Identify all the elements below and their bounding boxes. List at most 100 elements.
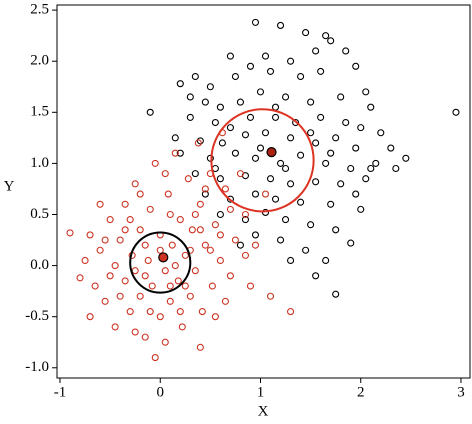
point — [322, 32, 330, 40]
point — [191, 210, 199, 219]
x-tick-label: 1 — [257, 384, 265, 400]
point — [66, 229, 74, 237]
point — [161, 338, 169, 346]
point — [271, 195, 280, 203]
point — [347, 239, 355, 247]
point — [191, 267, 199, 275]
point — [86, 313, 94, 321]
point — [216, 256, 224, 265]
point — [201, 190, 209, 198]
point — [106, 272, 114, 280]
point — [297, 198, 305, 206]
point — [196, 226, 204, 234]
point — [91, 282, 99, 290]
point — [251, 18, 260, 26]
point — [287, 180, 295, 188]
point — [327, 37, 335, 45]
point — [271, 113, 280, 121]
point — [136, 190, 144, 198]
point — [176, 308, 184, 316]
point — [362, 88, 370, 96]
point — [161, 267, 169, 275]
point — [181, 282, 189, 290]
point — [171, 134, 179, 142]
point — [141, 333, 149, 341]
point — [282, 164, 290, 173]
point — [151, 159, 159, 167]
point — [271, 103, 280, 111]
point — [302, 29, 310, 37]
point — [302, 246, 310, 254]
point — [282, 216, 290, 224]
point — [201, 98, 209, 106]
point — [246, 113, 255, 121]
point — [266, 175, 275, 183]
point — [218, 139, 226, 147]
point — [236, 170, 244, 178]
point — [352, 190, 360, 198]
point — [322, 159, 330, 167]
y-tick-label: 0.0 — [30, 257, 49, 273]
x-axis-label: X — [258, 403, 269, 419]
point — [357, 205, 365, 213]
point — [287, 57, 295, 65]
point — [144, 256, 152, 265]
point — [111, 262, 119, 270]
point — [342, 47, 350, 55]
point — [164, 190, 172, 198]
point — [141, 272, 149, 280]
point — [211, 118, 219, 127]
y-tick-label: 1.0 — [30, 155, 49, 171]
point — [206, 154, 214, 162]
point — [86, 231, 94, 239]
x-tick-label: 0 — [157, 384, 165, 400]
point — [161, 170, 169, 178]
point — [322, 256, 330, 265]
point — [332, 226, 340, 234]
point — [231, 72, 239, 81]
point — [226, 52, 234, 60]
point — [201, 241, 209, 249]
point — [136, 226, 144, 234]
point — [211, 221, 219, 229]
point — [116, 236, 124, 244]
point — [352, 144, 360, 152]
point — [236, 241, 244, 249]
point — [377, 129, 385, 137]
point — [332, 290, 340, 298]
point — [148, 282, 156, 290]
cluster-center — [158, 252, 169, 263]
y-axis-label: Y — [4, 178, 15, 194]
x-tick-label: 2 — [357, 384, 365, 400]
point — [372, 159, 380, 167]
point — [178, 323, 186, 331]
point — [101, 297, 109, 305]
point — [342, 118, 350, 127]
point — [216, 231, 224, 239]
point — [146, 108, 154, 116]
point — [121, 200, 129, 208]
point — [221, 297, 229, 305]
y-tick-label: 2.5 — [30, 2, 49, 18]
point — [166, 210, 174, 219]
point — [171, 262, 179, 270]
point — [184, 175, 192, 183]
point — [216, 103, 224, 111]
point — [312, 272, 320, 280]
point — [297, 151, 305, 159]
point — [256, 88, 265, 96]
point — [241, 251, 250, 259]
point — [452, 108, 460, 116]
point — [106, 216, 114, 224]
point — [146, 308, 154, 316]
point — [206, 83, 214, 91]
point — [121, 277, 129, 285]
point — [347, 164, 355, 173]
point — [111, 323, 119, 331]
point — [312, 47, 320, 55]
point — [96, 200, 104, 208]
point — [276, 21, 285, 29]
point — [251, 190, 260, 198]
point — [96, 246, 104, 254]
